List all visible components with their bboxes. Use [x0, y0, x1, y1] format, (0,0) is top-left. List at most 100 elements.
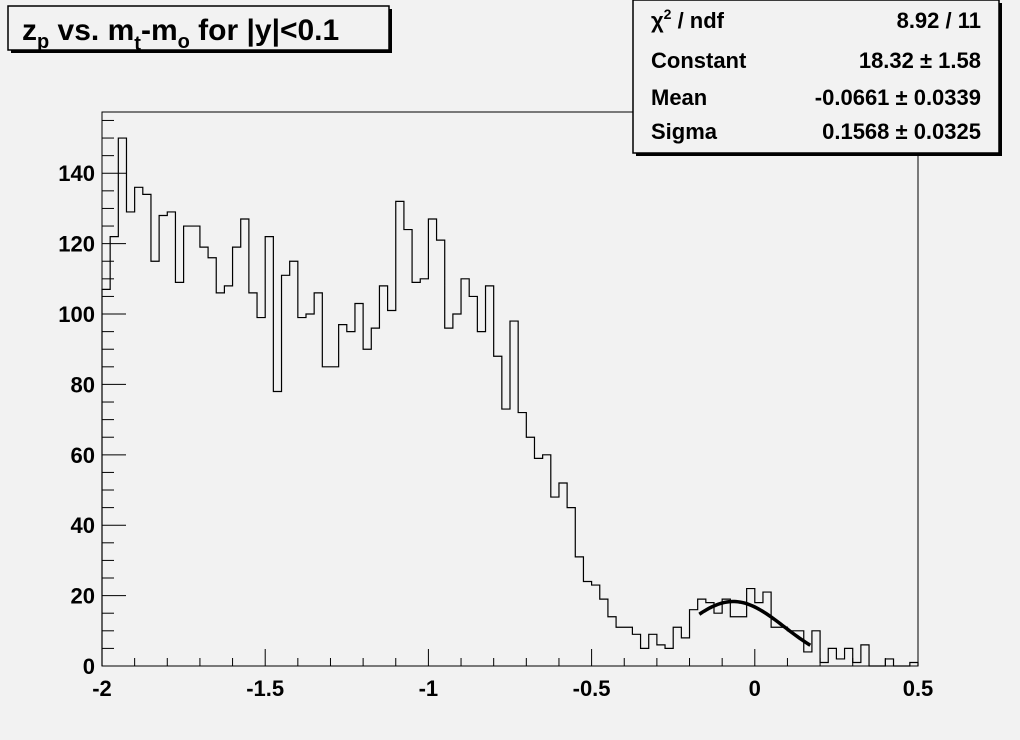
x-tick-label: -1.5 [246, 676, 284, 701]
fit-stats-box: χ2 / ndf 8.92 / 11 Constant 18.32 ± 1.58… [632, 0, 1002, 156]
histogram-bin [330, 367, 338, 666]
histogram-bin [714, 613, 722, 666]
histogram-bin [461, 279, 469, 666]
histogram-bin [820, 662, 828, 666]
histogram-bin [224, 286, 232, 666]
stats-value-mean: -0.0661 ± 0.0339 [815, 85, 981, 110]
histogram-bin [265, 237, 273, 666]
stats-label-mean: Mean [651, 85, 707, 110]
histogram-bin [314, 293, 322, 666]
histogram-bin [534, 458, 542, 666]
histogram-bin [665, 648, 673, 666]
histogram-bin [257, 318, 265, 666]
histogram-bin [657, 645, 665, 666]
chart-title: zp vs. mt-mo for |y|<0.1 [22, 14, 339, 55]
histogram-bin [608, 617, 616, 666]
histogram-bin [747, 589, 755, 666]
y-tick-label: 80 [71, 372, 95, 397]
histogram-bin [192, 226, 200, 666]
histogram-bin [518, 413, 526, 666]
histogram-bin [273, 391, 281, 666]
y-tick-label: 40 [71, 513, 95, 538]
histogram-bin [649, 634, 657, 666]
histogram-bin [477, 332, 485, 666]
histogram-bin [388, 311, 396, 666]
x-tick-label: -1 [419, 676, 439, 701]
stats-value-constant: 18.32 ± 1.58 [859, 48, 981, 73]
histogram-bin [828, 648, 836, 666]
histogram-bin [641, 648, 649, 666]
histogram-bin [306, 314, 314, 666]
title-box: zp vs. mt-mo for |y|<0.1 [7, 5, 392, 55]
histogram-bin [428, 219, 436, 666]
y-tick-label: 120 [58, 232, 95, 257]
histogram-bin [583, 582, 591, 666]
x-tick-label: -0.5 [573, 676, 611, 701]
histogram-bin [779, 627, 787, 666]
histogram-bin [722, 599, 730, 666]
histogram-bin [208, 258, 216, 666]
histogram-bin [804, 652, 812, 666]
histogram-bin [616, 627, 624, 666]
histogram-bin [159, 215, 167, 666]
histogram-bin [502, 409, 510, 666]
histogram-bin [184, 226, 192, 666]
histogram-bin [175, 282, 183, 666]
histogram-bin [469, 296, 477, 666]
y-tick-label: 140 [58, 161, 95, 186]
histogram-bin [404, 230, 412, 666]
histogram-bin [339, 325, 347, 666]
histogram-bin [812, 631, 820, 666]
histogram-bin [624, 627, 632, 666]
histogram-bin [861, 645, 869, 666]
histogram-bin [910, 662, 918, 666]
x-tick-label: 0 [749, 676, 761, 701]
histogram-bin [241, 219, 249, 666]
stats-label-chi2: χ2 / ndf [651, 6, 725, 33]
histogram-line [101, 137, 919, 667]
y-tick-label: 20 [71, 584, 95, 609]
histogram-bin [836, 659, 844, 666]
histogram-bin [673, 627, 681, 666]
histogram-bin [845, 648, 853, 666]
histogram-bin [526, 437, 534, 666]
histogram-bin [885, 659, 893, 666]
histogram-bin [592, 585, 600, 666]
histogram-bin [355, 303, 363, 666]
histogram-bin [347, 332, 355, 666]
histogram-bin [559, 483, 567, 666]
y-tick-label: 0 [83, 654, 95, 679]
histogram-bin [167, 212, 175, 666]
y-tick-label: 100 [58, 302, 95, 327]
histogram-bin [282, 275, 290, 666]
histogram-bin [151, 261, 159, 666]
histogram-bin [690, 610, 698, 666]
histogram-bin [551, 497, 559, 666]
histogram-bin [298, 318, 306, 666]
histogram-bin [437, 240, 445, 666]
histogram-bin [135, 187, 143, 666]
histogram-bin [143, 194, 151, 666]
histogram-bin [730, 617, 738, 666]
histogram-bin [233, 247, 241, 666]
histogram-bin [379, 286, 387, 666]
stats-value-chi2: 8.92 / 11 [897, 8, 981, 33]
histogram-bin [363, 349, 371, 666]
y-tick-label: 60 [71, 443, 95, 468]
histogram-bin [632, 634, 640, 666]
histogram-bin [102, 289, 110, 666]
histogram-bin [853, 662, 861, 666]
histogram-bin [706, 603, 714, 666]
histogram-bin [396, 201, 404, 666]
gaussian-fit-curve [698, 599, 812, 647]
stats-label-sigma: Sigma [651, 119, 718, 144]
histogram-bin [681, 638, 689, 666]
histogram-bin [110, 237, 118, 666]
histogram-bin [771, 627, 779, 666]
histogram-bin [371, 328, 379, 666]
x-tick-label: 0.5 [903, 676, 934, 701]
histogram-bin [567, 508, 575, 666]
histogram-bin [453, 314, 461, 666]
histogram-bin [249, 293, 257, 666]
